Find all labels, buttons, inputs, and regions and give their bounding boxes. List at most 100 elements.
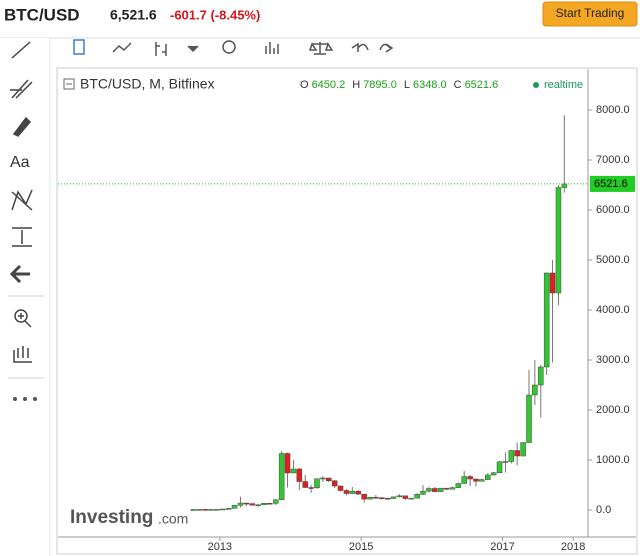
candle-body <box>337 485 344 491</box>
candle-body <box>449 487 456 490</box>
candle-body <box>290 468 297 474</box>
watermark-suffix: .com <box>158 511 188 527</box>
realtime-dot <box>533 82 539 88</box>
candle-body <box>420 490 426 495</box>
candle-body <box>473 478 479 482</box>
x-tick-label: 2015 <box>349 541 373 553</box>
candle-body <box>496 461 503 473</box>
chart-panel <box>56 67 638 555</box>
chart-title: BTC/USD, M, Bitfinex <box>80 76 215 92</box>
undo-button[interactable] <box>351 42 369 52</box>
trend-tool[interactable] <box>11 41 31 59</box>
header-bar <box>0 0 640 38</box>
candle-body <box>220 508 226 511</box>
candle-body <box>314 478 320 488</box>
y-tick-label: 1000.0 <box>596 454 630 466</box>
compare-button[interactable] <box>308 42 334 55</box>
line-type-button[interactable] <box>112 42 132 53</box>
y-tick-label: 7000.0 <box>596 154 630 166</box>
candle-type-button[interactable] <box>73 39 85 55</box>
candle-body <box>379 497 385 500</box>
y-tick-label: 6000.0 <box>596 204 630 216</box>
fork-tool[interactable] <box>10 79 33 99</box>
candle-body <box>532 384 538 396</box>
ohlc-value: 7895.0 <box>363 79 397 91</box>
ohlc-letter: O <box>300 79 309 91</box>
ohlc-letter: C <box>454 79 462 91</box>
candle-body <box>343 490 350 494</box>
zoom-tool[interactable] <box>14 309 28 323</box>
y-tick-label: 8000.0 <box>596 104 630 116</box>
price: 6,521.6 <box>110 7 157 23</box>
tool-icons <box>8 41 44 379</box>
y-tick-label: 5000.0 <box>596 254 630 266</box>
collapse-button[interactable] <box>63 78 75 90</box>
ohlc-value: 6521.6 <box>465 79 499 91</box>
candle-body <box>296 468 303 482</box>
y-tick-label: 3000.0 <box>596 354 630 366</box>
more-tools[interactable] <box>13 397 37 401</box>
candle-body <box>432 488 438 492</box>
candle-body <box>390 496 397 499</box>
candle-body <box>543 272 550 368</box>
pattern-tool[interactable] <box>11 189 33 211</box>
candle-body <box>273 499 279 504</box>
candle-body <box>278 453 285 500</box>
redo-button[interactable] <box>379 43 394 53</box>
candle-body <box>326 477 332 481</box>
candle-body <box>308 487 314 489</box>
ohlc-letter: H <box>352 79 360 91</box>
text-tool[interactable]: Aa <box>10 154 30 171</box>
bars-button[interactable] <box>155 42 167 56</box>
back-tool[interactable] <box>9 264 30 284</box>
candle-body <box>284 453 291 474</box>
candle-body <box>355 491 361 495</box>
indicators-button[interactable] <box>265 42 279 54</box>
candle-body <box>261 503 267 505</box>
candle-body <box>549 272 556 294</box>
candle-body <box>455 483 462 488</box>
candle-body <box>361 493 367 500</box>
start-trading-label[interactable]: Start Trading <box>556 6 625 20</box>
candle-body <box>367 497 373 500</box>
candle-body <box>202 509 208 511</box>
candle-body <box>408 497 414 500</box>
candle-body <box>490 472 497 476</box>
ohlc-value: 6348.0 <box>413 79 447 91</box>
candle-body <box>561 183 568 188</box>
candle-body <box>214 509 220 511</box>
candle-body <box>479 479 485 482</box>
candle-body <box>320 477 326 480</box>
candle-body <box>231 505 238 509</box>
candle-body <box>331 480 338 487</box>
brush-tool[interactable] <box>12 116 32 137</box>
ohlc-value: 6450.2 <box>312 79 346 91</box>
x-tick-label: 2018 <box>561 541 585 553</box>
candle-body <box>514 450 520 457</box>
start-trading-button[interactable] <box>542 1 638 27</box>
candle-body <box>225 508 232 510</box>
candle-body <box>467 476 473 480</box>
candle-body <box>249 503 255 506</box>
ohlc-letter: L <box>404 79 410 91</box>
x-tick-label: 2013 <box>208 541 232 553</box>
candle-body <box>414 494 420 499</box>
candle-body <box>237 502 244 506</box>
candle-body <box>373 497 379 499</box>
measure-tool[interactable] <box>12 227 32 247</box>
candle-body <box>384 497 391 500</box>
indicator-tool[interactable] <box>13 346 32 363</box>
candle-body <box>396 495 403 498</box>
change: -601.7 (-8.45%) <box>170 7 260 22</box>
candle-body <box>267 503 273 505</box>
candle-body <box>508 450 515 462</box>
candle-body <box>526 394 532 443</box>
candle-body <box>190 509 197 511</box>
x-tick-label: 2017 <box>490 541 514 553</box>
settings-button[interactable] <box>222 40 236 54</box>
dropdown[interactable] <box>187 45 199 53</box>
candle-body <box>443 487 450 490</box>
y-tick-label: 0.0 <box>596 504 611 516</box>
y-tick-label: 4000.0 <box>596 304 630 316</box>
